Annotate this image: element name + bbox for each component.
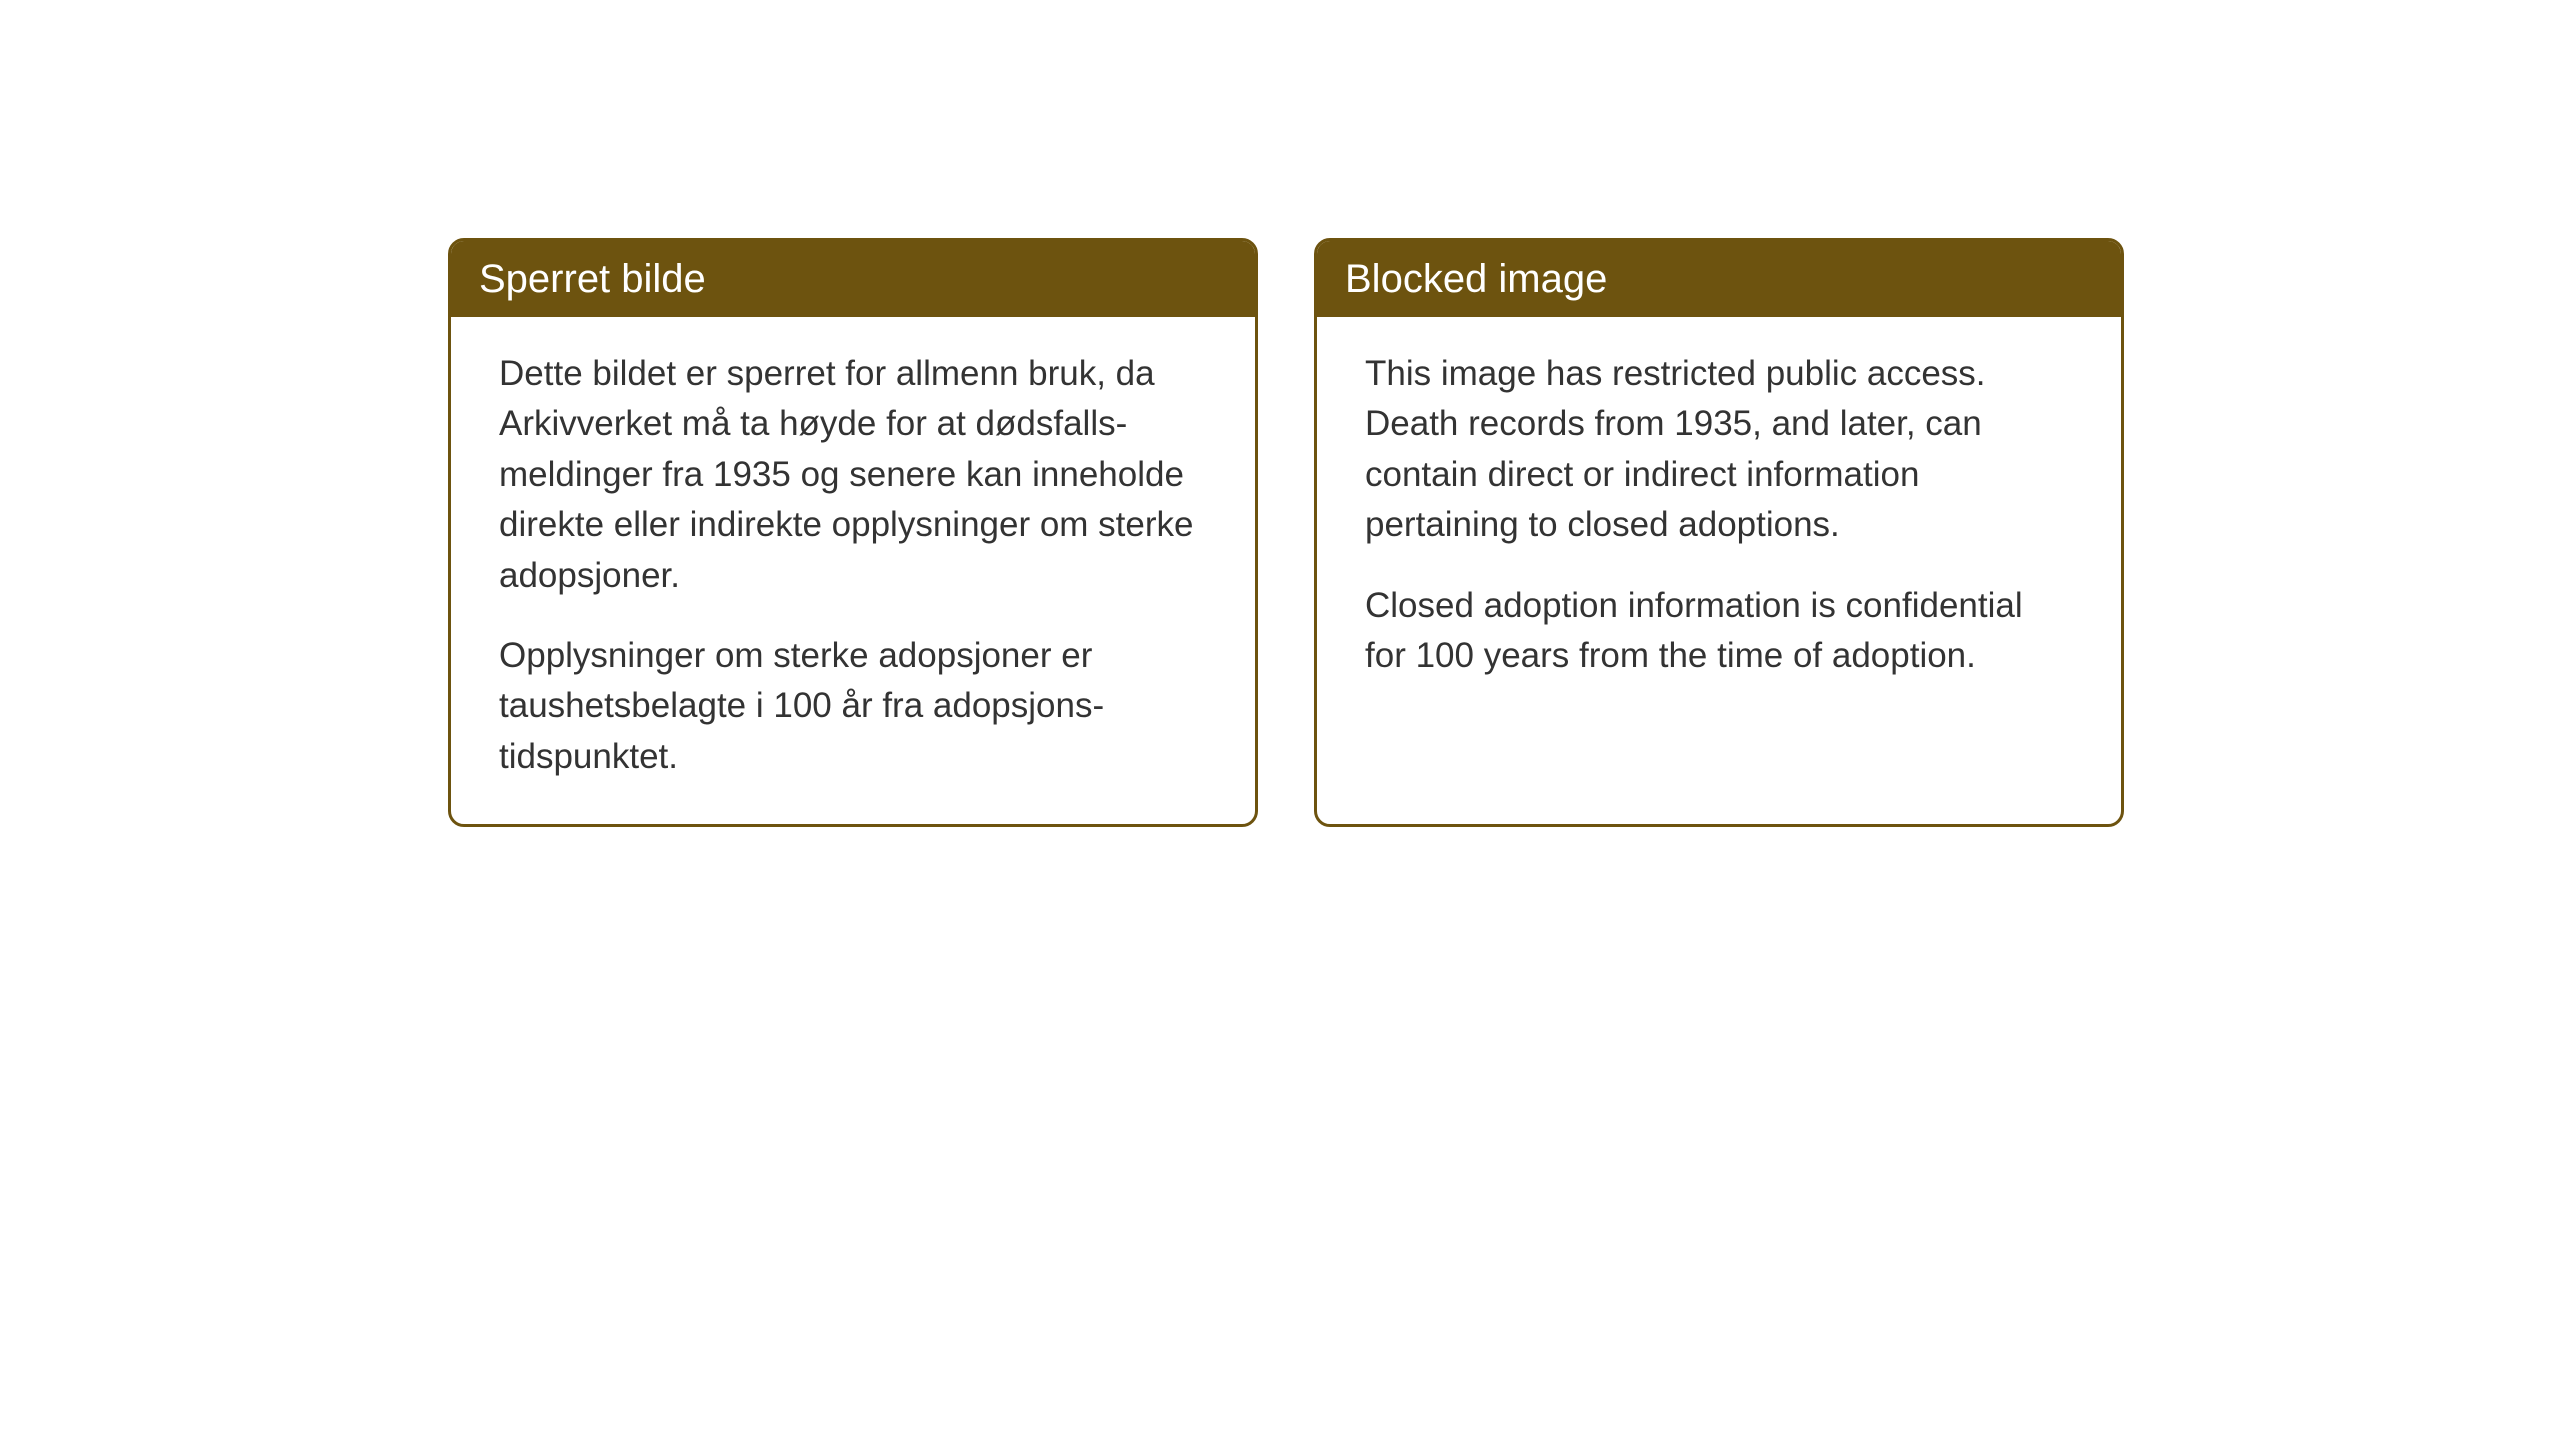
card-body-english: This image has restricted public access.… [1317, 317, 2121, 723]
paragraph-english-2: Closed adoption information is confident… [1365, 581, 2073, 682]
paragraph-norwegian-2: Opplysninger om sterke adopsjoner er tau… [499, 631, 1207, 782]
notice-card-english: Blocked image This image has restricted … [1314, 238, 2124, 827]
paragraph-english-1: This image has restricted public access.… [1365, 349, 2073, 551]
card-header-english: Blocked image [1317, 241, 2121, 317]
card-header-norwegian: Sperret bilde [451, 241, 1255, 317]
paragraph-norwegian-1: Dette bildet er sperret for allmenn bruk… [499, 349, 1207, 601]
card-body-norwegian: Dette bildet er sperret for allmenn bruk… [451, 317, 1255, 824]
notice-container: Sperret bilde Dette bildet er sperret fo… [448, 238, 2124, 827]
notice-card-norwegian: Sperret bilde Dette bildet er sperret fo… [448, 238, 1258, 827]
